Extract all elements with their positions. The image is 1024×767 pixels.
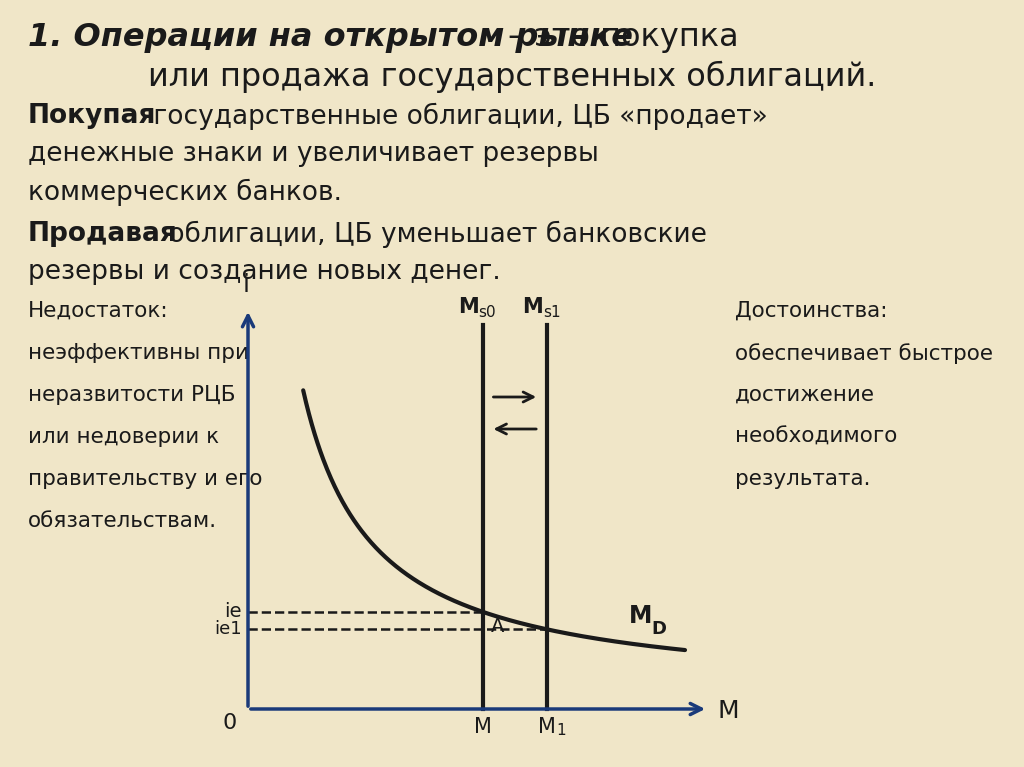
Text: s1: s1	[543, 305, 560, 320]
Text: обеспечивает быстрое: обеспечивает быстрое	[735, 343, 993, 364]
Text: ie: ie	[224, 602, 242, 621]
Text: 0: 0	[223, 713, 238, 733]
Text: M: M	[474, 717, 492, 737]
Text: достижение: достижение	[735, 385, 874, 405]
Text: 1: 1	[556, 723, 565, 738]
Text: резервы и создание новых денег.: резервы и создание новых денег.	[28, 259, 501, 285]
Text: Достоинства:: Достоинства:	[735, 301, 888, 321]
Text: или продажа государственных облигаций.: или продажа государственных облигаций.	[147, 61, 877, 94]
Text: M: M	[538, 717, 556, 737]
Text: коммерческих банков.: коммерческих банков.	[28, 179, 342, 206]
Text: i: i	[243, 273, 250, 297]
Text: M: M	[522, 297, 543, 317]
Text: облигации, ЦБ уменьшает банковские: облигации, ЦБ уменьшает банковские	[160, 221, 707, 249]
Text: M: M	[458, 297, 478, 317]
Text: государственные облигации, ЦБ «продает»: государственные облигации, ЦБ «продает»	[145, 103, 768, 130]
Text: – это покупка: – это покупка	[498, 22, 738, 53]
Text: Продавая: Продавая	[28, 221, 178, 247]
Text: обязательствам.: обязательствам.	[28, 511, 217, 531]
Text: необходимого: необходимого	[735, 427, 897, 447]
Text: M: M	[629, 604, 652, 627]
Text: 1. Операции на открытом рынке: 1. Операции на открытом рынке	[28, 22, 633, 53]
Text: или недоверии к: или недоверии к	[28, 427, 219, 447]
Text: D: D	[651, 620, 666, 637]
Text: правительству и его: правительству и его	[28, 469, 262, 489]
Text: неразвитости РЦБ: неразвитости РЦБ	[28, 385, 236, 405]
Text: результата.: результата.	[735, 469, 870, 489]
Text: s0: s0	[478, 305, 497, 320]
Text: M: M	[718, 699, 739, 723]
Text: Покупая: Покупая	[28, 103, 157, 129]
Text: Недостаток:: Недостаток:	[28, 301, 169, 321]
Text: ie1: ie1	[214, 621, 242, 638]
Text: A: A	[490, 617, 504, 636]
Text: денежные знаки и увеличивает резервы: денежные знаки и увеличивает резервы	[28, 141, 599, 167]
Text: неэффективны при: неэффективны при	[28, 343, 249, 363]
